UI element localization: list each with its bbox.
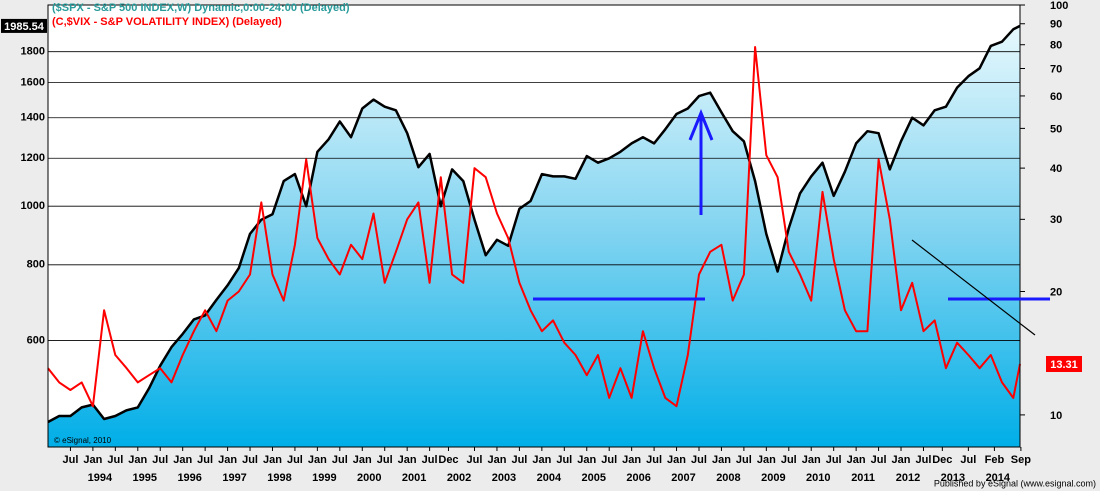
x-tick-label: Jul: [781, 454, 797, 466]
x-tick-label: Dec: [932, 454, 952, 466]
x-tick-label: Jul: [242, 454, 258, 466]
x-tick-label: Jan: [487, 454, 506, 466]
year-label: 1996: [177, 472, 201, 484]
year-label: 2011: [851, 472, 875, 484]
y2-tick-label: 60: [1050, 91, 1062, 103]
x-tick-label: Jan: [802, 454, 821, 466]
year-label: 2000: [357, 472, 381, 484]
x-tick-label: Jan: [308, 454, 327, 466]
y2-tick-label: 70: [1050, 63, 1062, 75]
credit: © eSignal, 2010: [54, 436, 112, 445]
line: [47, 46, 1021, 408]
x-tick-label: Jul: [556, 454, 572, 466]
y2-tick-label: 50: [1050, 123, 1062, 135]
last-value-label: 13.31: [1050, 359, 1078, 371]
x-tick-label: Jan: [83, 454, 102, 466]
x-tick-label: Jul: [871, 454, 887, 466]
x-tick-label: Jul: [422, 454, 438, 466]
x-tick-label: Jan: [757, 454, 776, 466]
series-title: ($SPX - S&P 500 INDEX,W) Dynamic,0:00-24…: [52, 2, 350, 14]
y2-tick-label: 20: [1050, 286, 1062, 298]
year-label: 2009: [761, 472, 785, 484]
year-label: 1998: [267, 472, 291, 484]
x-tick-label: Jul: [646, 454, 662, 466]
last-value-label: 1985.54: [4, 21, 45, 33]
y-tick-label: 800: [27, 259, 45, 271]
x-tick-label: Jul: [197, 454, 213, 466]
series-title: (C,$VIX - S&P VOLATILITY INDEX) (Delayed…: [52, 16, 282, 28]
x-tick-label: Jul: [601, 454, 617, 466]
y2-tick-label: 90: [1050, 19, 1062, 31]
y2-tick-label: 30: [1050, 214, 1062, 226]
year-label: 2005: [582, 472, 606, 484]
x-tick-label: Jan: [263, 454, 282, 466]
x-tick-label: Jan: [892, 454, 911, 466]
year-label: 2004: [537, 472, 562, 484]
y-tick-label: 600: [27, 334, 45, 346]
x-tick-label: Jan: [353, 454, 372, 466]
arrow-head: [688, 109, 714, 141]
x-tick-label: Jul: [287, 454, 303, 466]
x-tick-label: Jan: [128, 454, 147, 466]
year-label: 2002: [447, 472, 471, 484]
x-tick-label: Jul: [62, 454, 78, 466]
area: [48, 25, 1020, 448]
x-tick-label: Jul: [332, 454, 348, 466]
x-tick-label: Jul: [107, 454, 123, 466]
x-tick-label: Jul: [960, 454, 976, 466]
x-tick-label: Jan: [173, 454, 192, 466]
x-tick-label: Jul: [152, 454, 168, 466]
y-tick-label: 1800: [21, 46, 45, 58]
y2-tick-label: 80: [1050, 40, 1062, 52]
year-label: 2007: [671, 472, 695, 484]
year-label: 1995: [133, 472, 157, 484]
y-tick-label: 1600: [21, 77, 45, 89]
x-tick-label: Jul: [916, 454, 932, 466]
year-label: 2014: [986, 472, 1011, 484]
year-label: 2012: [896, 472, 920, 484]
x-tick-label: Jan: [532, 454, 551, 466]
x-tick-label: Sep: [1011, 454, 1031, 466]
plot-frame: [47, 4, 1021, 448]
x-tick-label: Dec: [438, 454, 458, 466]
year-label: 2006: [626, 472, 650, 484]
year-label: 2010: [806, 472, 830, 484]
x-tick-label: Jul: [691, 454, 707, 466]
y-tick-label: 1000: [21, 200, 45, 212]
last-value-box: [1, 18, 47, 33]
x-tick-label: Jan: [218, 454, 237, 466]
year-label: 2001: [402, 472, 426, 484]
x-tick-label: Jul: [826, 454, 842, 466]
x-tick-label: Jan: [712, 454, 731, 466]
y2-tick-label: 100: [1050, 0, 1068, 12]
year-label: 2003: [492, 472, 516, 484]
x-tick-label: Jan: [398, 454, 417, 466]
y2-tick-label: 10: [1050, 410, 1062, 422]
x-tick-label: Jul: [736, 454, 752, 466]
x-tick-label: Jan: [622, 454, 641, 466]
last-value-box: [1046, 355, 1082, 372]
y-tick-label: 1400: [21, 112, 45, 124]
year-label: 2013: [941, 472, 965, 484]
year-label: 1999: [312, 472, 336, 484]
x-tick-label: Jan: [577, 454, 596, 466]
x-tick-label: Jan: [667, 454, 686, 466]
trend-line: [911, 239, 1036, 336]
x-tick-label: Jul: [467, 454, 483, 466]
x-tick-label: Jul: [377, 454, 393, 466]
year-label: 2008: [716, 472, 740, 484]
source: Published by eSignal (www.esignal.com): [934, 478, 1096, 488]
year-label: 1997: [222, 472, 246, 484]
y-tick-label: 1200: [21, 152, 45, 164]
x-tick-label: Feb: [985, 454, 1005, 466]
year-label: 1994: [88, 472, 113, 484]
y2-tick-label: 40: [1050, 163, 1062, 175]
x-tick-label: Jan: [847, 454, 866, 466]
plot: [47, 24, 1021, 448]
line: [47, 24, 1021, 424]
x-tick-label: Jul: [511, 454, 527, 466]
